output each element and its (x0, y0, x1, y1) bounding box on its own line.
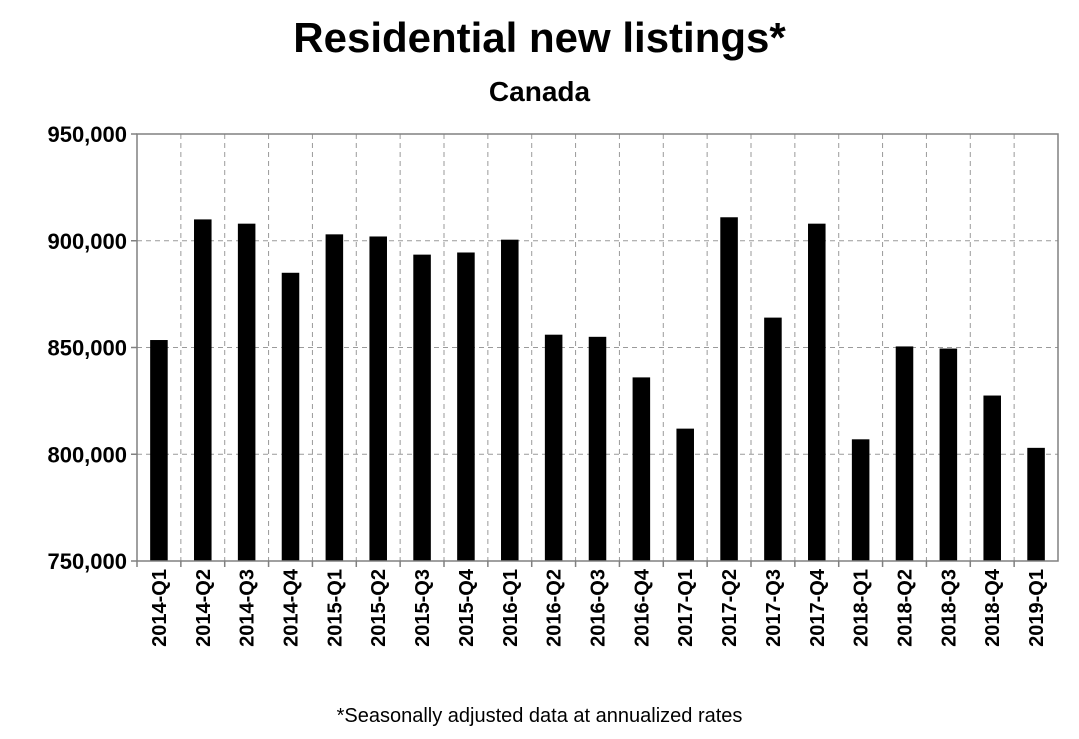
x-tick-label: 2015-Q4 (456, 568, 478, 647)
x-axis-ticks: 2014-Q1 2014-Q2 2014-Q3 2014-Q4 2015-Q1 2015-… (136, 561, 1048, 647)
bar-2014-Q1 (150, 340, 168, 561)
x-tick-label: 2018-Q3 (938, 569, 960, 647)
bar-2018-Q2 (895, 346, 914, 561)
bar-2019-Q1 (1027, 447, 1045, 561)
x-tick-label: 2018-Q1 (851, 569, 873, 647)
x-tick-label: 2016-Q2 (544, 569, 566, 647)
x-tick-label: 2017-Q3 (763, 569, 785, 647)
x-tick-label: 2017-Q2 (719, 569, 741, 647)
x-tick-label: 2015-Q1 (324, 569, 346, 647)
x-tick-label: 2017-Q1 (675, 569, 697, 647)
y-tick-label: 950,000 (47, 122, 127, 147)
y-tick-label: 900,000 (47, 229, 127, 254)
chart-title: Residential new listings* (293, 14, 786, 61)
x-tick-label: 2014-Q3 (237, 569, 259, 647)
x-tick-label: 2019-Q1 (1026, 569, 1048, 647)
bars (150, 217, 1045, 562)
chart-subtitle: Canada (488, 76, 591, 107)
x-tick-label: 2018-Q4 (982, 568, 1004, 647)
chart-footnote: *Seasonally adjusted data at annualized … (336, 705, 743, 727)
bar-2017-Q1 (676, 428, 694, 561)
x-tick-label: 2016-Q3 (588, 569, 610, 647)
x-tick-label: 2018-Q2 (895, 569, 917, 647)
x-tick-label: 2014-Q2 (193, 569, 215, 647)
bar-2017-Q2 (720, 217, 738, 561)
y-tick-label: 850,000 (47, 336, 127, 361)
x-tick-label: 2017-Q4 (807, 568, 829, 647)
bar-2017-Q3 (764, 317, 782, 561)
bar-2014-Q2 (194, 219, 212, 561)
bar-2016-Q3 (588, 336, 607, 561)
x-tick-label: 2014-Q4 (281, 568, 303, 647)
bar-2015-Q1 (325, 234, 344, 561)
x-tick-label: 2016-Q4 (631, 568, 653, 647)
bar-2015-Q2 (369, 236, 387, 562)
bar-2017-Q4 (808, 223, 826, 562)
bar-2014-Q3 (237, 223, 256, 562)
bar-2018-Q1 (851, 439, 870, 561)
bar-2018-Q4 (983, 395, 1001, 561)
x-tick-label: 2016-Q1 (500, 569, 522, 647)
bar-2015-Q3 (413, 254, 431, 561)
x-tick-label: 2015-Q3 (412, 569, 434, 647)
bar-2016-Q1 (501, 239, 519, 561)
bar-2016-Q2 (544, 334, 563, 561)
bar-2016-Q4 (632, 377, 651, 561)
bar-2014-Q4 (281, 272, 300, 561)
y-tick-label: 800,000 (47, 442, 127, 467)
bar-2015-Q4 (457, 252, 475, 561)
bar-2018-Q3 (939, 348, 958, 561)
x-tick-label: 2015-Q2 (368, 569, 390, 647)
x-tick-label: 2014-Q1 (149, 569, 171, 647)
y-tick-label: 750,000 (47, 549, 127, 574)
y-axis-ticks: 750,000 800,000 850,000 900,000 950,000 (47, 122, 137, 574)
